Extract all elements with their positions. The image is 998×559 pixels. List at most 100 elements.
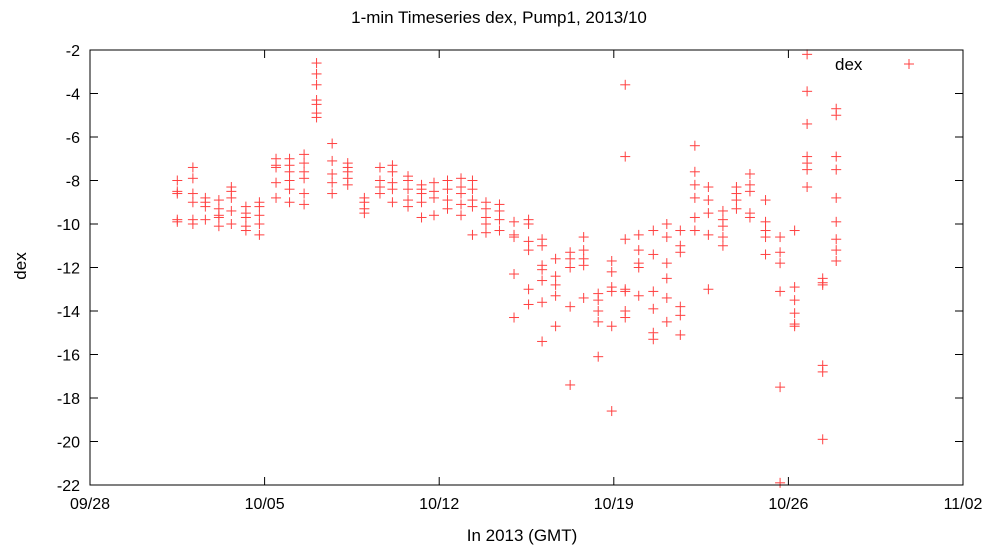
data-point	[299, 173, 310, 184]
data-point	[593, 306, 604, 316]
data-point	[689, 166, 700, 177]
data-point	[578, 260, 589, 271]
data-point	[550, 321, 561, 332]
data-point	[717, 232, 728, 243]
data-point	[731, 203, 742, 214]
data-point	[620, 234, 631, 245]
data-point	[760, 249, 771, 260]
data-point	[789, 282, 800, 293]
data-point	[480, 203, 491, 214]
data-point	[226, 192, 237, 203]
x-tick-label: 10/05	[245, 496, 285, 513]
data-point	[633, 262, 644, 273]
data-point	[620, 312, 631, 323]
data-point	[620, 79, 631, 90]
x-axis-label: In 2013 (GMT)	[466, 526, 578, 545]
data-point	[789, 308, 800, 319]
data-point	[467, 175, 478, 186]
data-point	[831, 245, 842, 256]
data-point	[254, 229, 265, 240]
data-point	[689, 225, 700, 236]
legend-label: dex	[835, 55, 863, 74]
data-point	[523, 245, 534, 256]
data-point	[509, 232, 520, 243]
data-point	[565, 253, 576, 264]
data-point	[456, 188, 467, 199]
data-point	[523, 299, 534, 310]
data-point	[633, 229, 644, 240]
data-point	[416, 197, 427, 208]
data-point	[187, 197, 198, 208]
data-point	[523, 236, 534, 247]
data-point	[467, 229, 478, 240]
data-point	[789, 321, 800, 332]
data-point	[494, 205, 505, 216]
data-point	[648, 225, 659, 236]
data-point	[284, 166, 295, 177]
data-point	[648, 249, 659, 260]
data-point	[578, 292, 589, 303]
y-tick-label: -14	[57, 304, 80, 321]
data-point	[284, 175, 295, 186]
data-point	[509, 269, 520, 280]
x-tick-label: 09/28	[70, 496, 110, 513]
data-point	[387, 166, 398, 177]
data-point	[327, 155, 338, 166]
data-point	[299, 158, 310, 169]
y-tick-label: -8	[66, 174, 80, 191]
y-tick-label: -6	[66, 130, 80, 147]
data-point	[467, 184, 478, 195]
data-point	[661, 258, 672, 269]
data-point	[661, 232, 672, 243]
data-point	[327, 177, 338, 188]
data-points	[172, 49, 842, 488]
data-point	[802, 49, 813, 60]
data-point	[789, 225, 800, 236]
x-axis: 09/28 10/05 10/12 10/19 10/26 11/02	[70, 50, 983, 513]
data-point	[593, 295, 604, 306]
data-point	[775, 258, 786, 269]
data-point	[442, 175, 453, 186]
data-point	[327, 138, 338, 149]
data-point	[442, 184, 453, 195]
data-point	[760, 216, 771, 227]
y-tick-label: -10	[57, 217, 80, 234]
data-point	[442, 203, 453, 214]
data-point	[254, 219, 265, 229]
data-point	[593, 316, 604, 327]
data-point	[675, 310, 686, 321]
data-point	[187, 219, 198, 229]
data-point	[271, 162, 282, 173]
data-point	[661, 316, 672, 327]
data-point	[661, 219, 672, 229]
data-point	[606, 255, 617, 266]
data-point	[299, 199, 310, 210]
data-point	[172, 175, 183, 186]
data-point	[744, 212, 755, 223]
data-point	[200, 214, 211, 225]
x-tick-label: 10/26	[768, 496, 808, 513]
data-point	[523, 284, 534, 295]
data-point	[374, 162, 385, 173]
x-tick-label: 10/19	[594, 496, 634, 513]
data-point	[760, 195, 771, 206]
data-point	[689, 140, 700, 151]
data-point	[620, 151, 631, 162]
data-point	[299, 149, 310, 160]
data-point	[172, 216, 183, 227]
data-point	[648, 286, 659, 297]
data-point	[240, 212, 251, 223]
data-point	[675, 301, 686, 312]
data-point	[831, 255, 842, 266]
data-point	[744, 168, 755, 179]
data-point	[661, 273, 672, 284]
data-point	[311, 112, 322, 123]
data-point	[565, 262, 576, 273]
data-point	[578, 232, 589, 243]
y-tick-label: -18	[57, 391, 80, 408]
data-point	[537, 264, 548, 275]
data-point	[311, 68, 322, 79]
data-point	[661, 292, 672, 303]
data-point	[744, 186, 755, 197]
data-point	[254, 201, 265, 212]
